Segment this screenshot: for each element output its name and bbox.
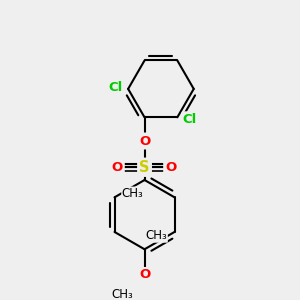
Text: O: O bbox=[112, 161, 123, 174]
Text: O: O bbox=[139, 268, 150, 281]
Text: O: O bbox=[165, 161, 176, 174]
Text: CH₃: CH₃ bbox=[112, 288, 134, 300]
Text: Cl: Cl bbox=[183, 112, 197, 126]
Text: CH₃: CH₃ bbox=[122, 187, 144, 200]
Text: O: O bbox=[139, 134, 150, 148]
Text: S: S bbox=[139, 160, 150, 175]
Text: Cl: Cl bbox=[108, 81, 123, 94]
Text: CH₃: CH₃ bbox=[146, 229, 167, 242]
